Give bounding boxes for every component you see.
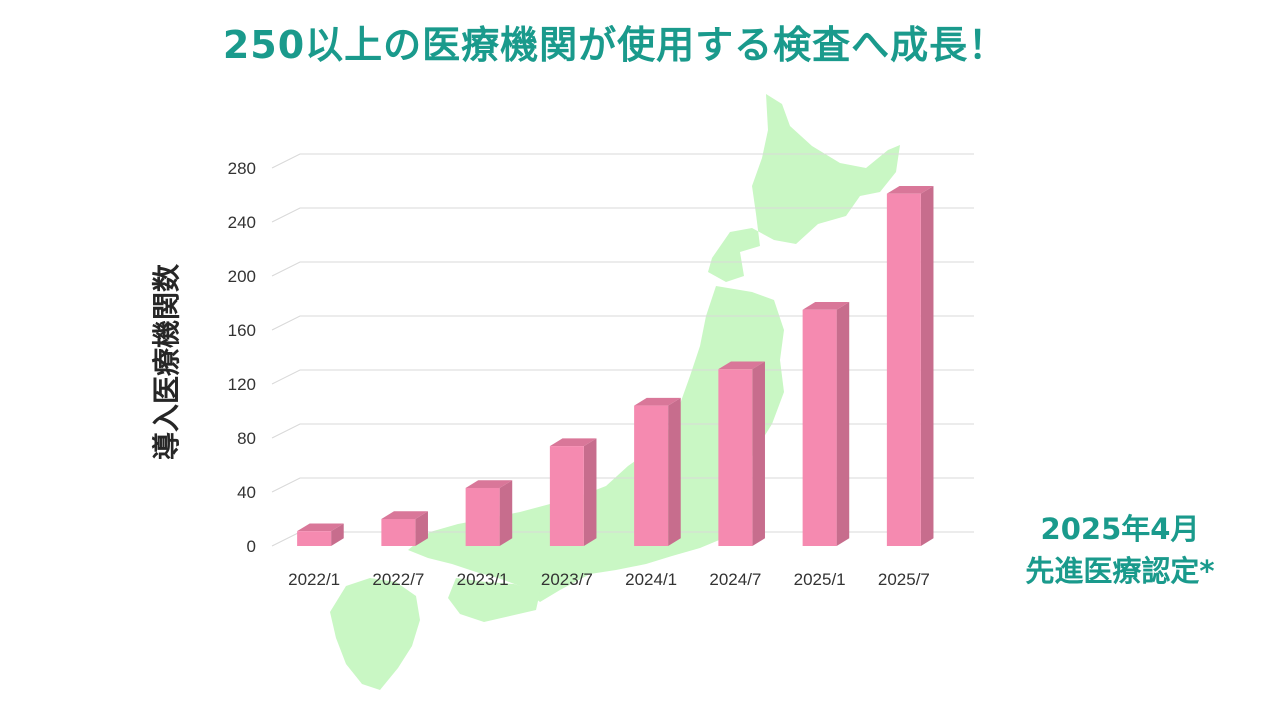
x-tick-label: 2023/7 bbox=[541, 570, 593, 589]
grid-line bbox=[271, 315, 974, 331]
grid-line bbox=[271, 153, 974, 169]
x-tick-label: 2022/1 bbox=[288, 570, 340, 589]
bar-top bbox=[634, 397, 681, 406]
bars bbox=[297, 185, 934, 546]
x-tick-label: 2023/1 bbox=[457, 570, 509, 589]
y-tick-label: 200 bbox=[228, 267, 256, 286]
bar-side bbox=[415, 511, 428, 546]
bar-side bbox=[499, 480, 513, 546]
grid-line bbox=[271, 207, 974, 223]
bar-front bbox=[634, 405, 669, 546]
map-kyushu bbox=[330, 578, 420, 690]
bar-top bbox=[802, 302, 850, 310]
y-tick-label: 280 bbox=[228, 159, 256, 178]
bar-top bbox=[297, 523, 344, 532]
bar-top bbox=[886, 185, 934, 194]
bar bbox=[381, 511, 428, 546]
annotation-certification: 先進医療認定* bbox=[1025, 554, 1215, 588]
bar-side bbox=[583, 438, 597, 546]
bar-side bbox=[836, 302, 850, 546]
bar bbox=[886, 185, 934, 546]
y-tick-label: 40 bbox=[237, 483, 256, 502]
bar-front bbox=[549, 446, 584, 546]
y-tick-label: 0 bbox=[247, 537, 256, 556]
grid-line bbox=[271, 369, 974, 385]
grid-line bbox=[271, 261, 974, 277]
bar bbox=[718, 361, 765, 546]
bar-side bbox=[752, 361, 765, 546]
bar bbox=[297, 523, 344, 546]
annotation-date: 2025年4月 bbox=[1040, 512, 1200, 546]
bar-front bbox=[718, 369, 753, 546]
bar-front bbox=[802, 309, 837, 546]
bar bbox=[549, 438, 597, 546]
page-title: 250以上の医療機関が使用する検査へ成長！ bbox=[222, 23, 1008, 67]
bar-side bbox=[920, 185, 934, 546]
x-tick-label: 2024/1 bbox=[625, 570, 677, 589]
map-shikoku bbox=[448, 578, 540, 622]
y-axis-ticks: 0 40 80 120 160 200 240 280 bbox=[228, 159, 256, 556]
x-tick-label: 2024/7 bbox=[709, 570, 761, 589]
bar-top bbox=[381, 511, 428, 519]
annotation-box: 2025年4月 先進医療認定* bbox=[990, 508, 1250, 592]
bar-side bbox=[331, 523, 344, 546]
y-axis-label: 導入医療機関数 bbox=[150, 263, 183, 461]
grid-line bbox=[271, 423, 974, 439]
bar bbox=[634, 397, 681, 546]
bar-front bbox=[886, 193, 921, 546]
y-tick-label: 160 bbox=[228, 321, 256, 340]
bar bbox=[465, 480, 513, 546]
bar-front bbox=[465, 487, 500, 546]
y-tick-label: 120 bbox=[228, 375, 256, 394]
bar-top bbox=[465, 480, 513, 488]
bar-top bbox=[549, 438, 597, 447]
bar bbox=[802, 302, 850, 546]
x-tick-label: 2025/7 bbox=[878, 570, 930, 589]
y-tick-label: 80 bbox=[237, 429, 256, 448]
bar-side bbox=[668, 397, 681, 546]
x-axis-ticks: 2022/1 2022/7 2023/1 2023/7 2024/1 2024/7 2025… bbox=[288, 570, 930, 589]
bar-top bbox=[718, 361, 765, 370]
bar-front bbox=[381, 519, 416, 546]
x-tick-label: 2022/7 bbox=[372, 570, 424, 589]
x-tick-label: 2025/1 bbox=[794, 570, 846, 589]
bar-front bbox=[297, 531, 332, 546]
map-hokkaido bbox=[708, 94, 900, 282]
y-tick-label: 240 bbox=[228, 213, 256, 232]
